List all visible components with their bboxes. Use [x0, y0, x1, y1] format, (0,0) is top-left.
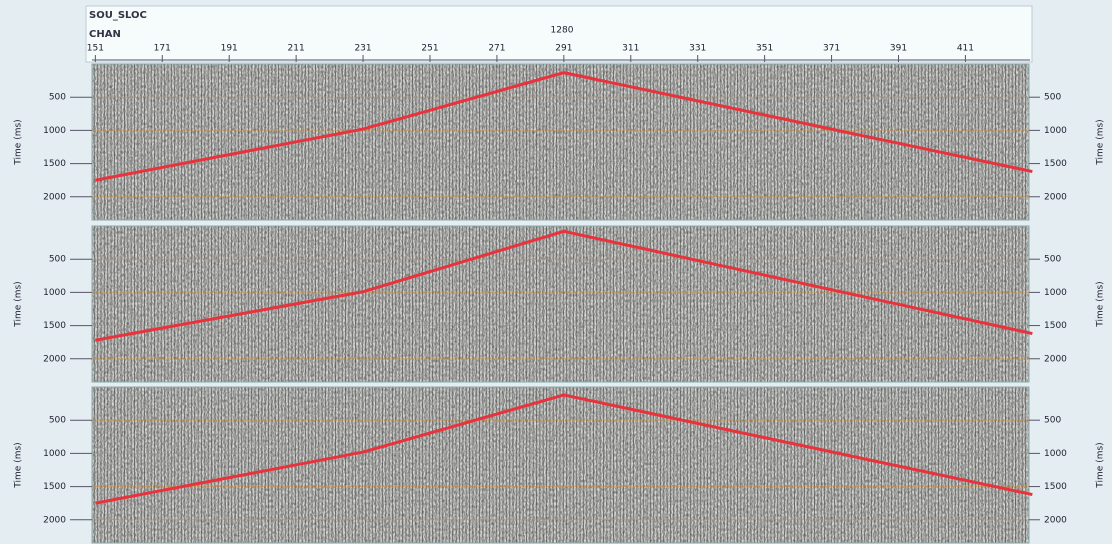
y2-tick-label: 500: [1044, 416, 1061, 426]
channel-tick-label: 351: [756, 44, 773, 54]
y-tick-label: 2000: [43, 192, 66, 202]
channel-tick-label: 391: [890, 44, 907, 54]
channel-tick-label: 171: [154, 44, 171, 54]
header-title: SOU_SLOC: [89, 10, 147, 21]
seismic-traces: [92, 226, 1029, 382]
y2-tick-label: 500: [1044, 93, 1061, 103]
y-axis-label: Time (ms): [14, 442, 24, 488]
y-tick-label: 500: [49, 93, 66, 103]
y2-axis-label: Time (ms): [1096, 442, 1106, 488]
channel-tick-label: 371: [823, 44, 840, 54]
y-tick-label: 1000: [43, 288, 66, 298]
header-panel: [85, 5, 1033, 63]
y2-tick-label: 1000: [1044, 449, 1067, 459]
y2-tick-label: 1000: [1044, 126, 1067, 136]
y-axis-label: Time (ms): [14, 281, 24, 327]
seismic-traces: [92, 387, 1029, 543]
y-tick-label: 2000: [43, 515, 66, 525]
panel-frame: [91, 386, 1030, 544]
header-source: 1280: [551, 26, 574, 36]
y-tick-label: 500: [49, 416, 66, 426]
y-tick-label: 500: [49, 255, 66, 265]
y2-axis-label: Time (ms): [1096, 119, 1106, 165]
channel-tick-label: 291: [555, 44, 572, 54]
first-break-picks: [95, 393, 1033, 505]
y2-tick-label: 1500: [1044, 159, 1067, 169]
y2-tick-label: 2000: [1044, 192, 1067, 202]
first-break-picks: [95, 71, 1033, 182]
y-tick-label: 1500: [43, 482, 66, 492]
y-tick-label: 1500: [43, 321, 66, 331]
y-tick-label: 1500: [43, 159, 66, 169]
y2-tick-label: 1000: [1044, 288, 1067, 298]
channel-tick-label: 331: [689, 44, 706, 54]
channel-tick-label: 251: [421, 44, 438, 54]
channel-tick-label: 411: [957, 44, 974, 54]
channel-tick-label: 151: [87, 44, 104, 54]
panel-frame: [91, 63, 1030, 221]
y-axis-label: Time (ms): [14, 119, 24, 165]
seismic-traces: [92, 64, 1029, 220]
channel-tick-label: 311: [622, 44, 639, 54]
channel-tick-label: 211: [288, 44, 305, 54]
y-tick-label: 1000: [43, 449, 66, 459]
y2-axis-label: Time (ms): [1096, 281, 1106, 327]
first-break-picks: [95, 229, 1033, 342]
y2-tick-label: 1500: [1044, 321, 1067, 331]
y-tick-label: 2000: [43, 354, 66, 364]
channel-tick-label: 271: [488, 44, 505, 54]
y2-tick-label: 2000: [1044, 515, 1067, 525]
y2-tick-label: 1500: [1044, 482, 1067, 492]
y2-tick-label: 500: [1044, 255, 1061, 265]
channel-tick-label: 191: [221, 44, 238, 54]
header-subtitle: CHAN: [89, 29, 121, 40]
y-tick-label: 1000: [43, 126, 66, 136]
channel-tick-label: 231: [354, 44, 371, 54]
panel-frame: [91, 225, 1030, 383]
y2-tick-label: 2000: [1044, 354, 1067, 364]
